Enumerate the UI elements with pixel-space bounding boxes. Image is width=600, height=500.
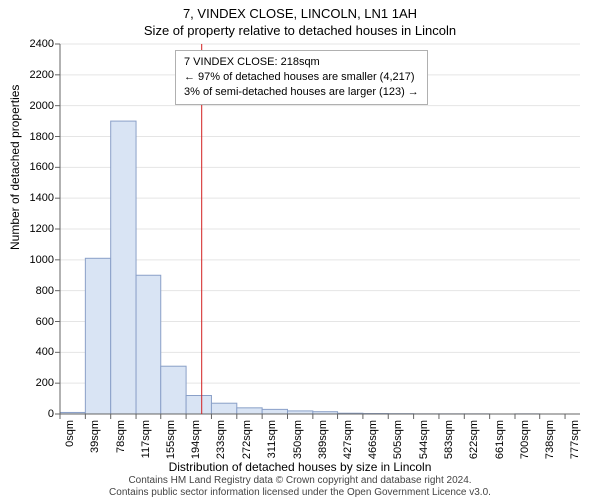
x-tick-label: 738sqm bbox=[544, 420, 556, 459]
legend-line-3: 3% of semi-detached houses are larger (1… bbox=[184, 85, 419, 100]
bar bbox=[262, 409, 287, 414]
x-tick-label: 39sqm bbox=[89, 420, 101, 453]
x-tick-label: 622sqm bbox=[468, 420, 480, 459]
x-axis-label: Distribution of detached houses by size … bbox=[0, 460, 600, 474]
x-tick-label: 544sqm bbox=[418, 420, 430, 459]
x-tick-label: 427sqm bbox=[342, 420, 354, 459]
y-tick-label: 400 bbox=[36, 346, 54, 358]
bar bbox=[85, 258, 110, 414]
y-tick-label: 1800 bbox=[30, 131, 54, 143]
y-tick-label: 200 bbox=[36, 377, 54, 389]
y-axis-label: Number of detached properties bbox=[8, 85, 22, 250]
x-tick-label: 583sqm bbox=[443, 420, 455, 459]
attribution: Contains HM Land Registry data © Crown c… bbox=[0, 475, 600, 498]
title-main: 7, VINDEX CLOSE, LINCOLN, LN1 1AH bbox=[0, 0, 600, 21]
bar bbox=[136, 275, 161, 414]
y-tick-label: 2000 bbox=[30, 100, 54, 112]
legend-line-1: 7 VINDEX CLOSE: 218sqm bbox=[184, 55, 419, 70]
attribution-line-2: Contains public sector information licen… bbox=[0, 487, 600, 499]
bar bbox=[237, 408, 262, 414]
x-tick-label: 466sqm bbox=[367, 420, 379, 459]
y-tick-label: 2400 bbox=[30, 38, 54, 50]
x-tick-label: 233sqm bbox=[215, 420, 227, 459]
y-tick-label: 1000 bbox=[30, 254, 54, 266]
x-tick-label: 155sqm bbox=[165, 420, 177, 459]
x-tick-label: 661sqm bbox=[494, 420, 506, 459]
y-tick-label: 1600 bbox=[30, 161, 54, 173]
x-tick-label: 194sqm bbox=[190, 420, 202, 459]
y-tick-label: 0 bbox=[48, 408, 54, 420]
x-tick-label: 777sqm bbox=[569, 420, 581, 459]
x-tick-label: 78sqm bbox=[115, 420, 127, 453]
title-sub: Size of property relative to detached ho… bbox=[0, 21, 600, 38]
y-tick-label: 800 bbox=[36, 285, 54, 297]
legend-box: 7 VINDEX CLOSE: 218sqm ← 97% of detached… bbox=[175, 50, 428, 105]
x-tick-label: 311sqm bbox=[266, 420, 278, 458]
x-tick-label: 117sqm bbox=[140, 420, 152, 458]
legend-line-2: ← 97% of detached houses are smaller (4,… bbox=[184, 70, 419, 85]
y-tick-label: 1200 bbox=[30, 223, 54, 235]
bar bbox=[211, 403, 236, 414]
x-tick-label: 505sqm bbox=[392, 420, 404, 459]
attribution-line-1: Contains HM Land Registry data © Crown c… bbox=[0, 475, 600, 487]
bar bbox=[111, 121, 136, 414]
x-tick-label: 700sqm bbox=[519, 420, 531, 459]
bar bbox=[186, 396, 211, 415]
y-tick-label: 600 bbox=[36, 316, 54, 328]
y-tick-label: 1400 bbox=[30, 192, 54, 204]
histogram-chart: 7 VINDEX CLOSE: 218sqm ← 97% of detached… bbox=[60, 44, 580, 414]
bar bbox=[161, 366, 186, 414]
x-tick-label: 272sqm bbox=[241, 420, 253, 459]
y-tick-label: 2200 bbox=[30, 69, 54, 81]
x-tick-label: 0sqm bbox=[64, 420, 76, 447]
x-tick-label: 389sqm bbox=[317, 420, 329, 459]
x-tick-label: 350sqm bbox=[292, 420, 304, 459]
